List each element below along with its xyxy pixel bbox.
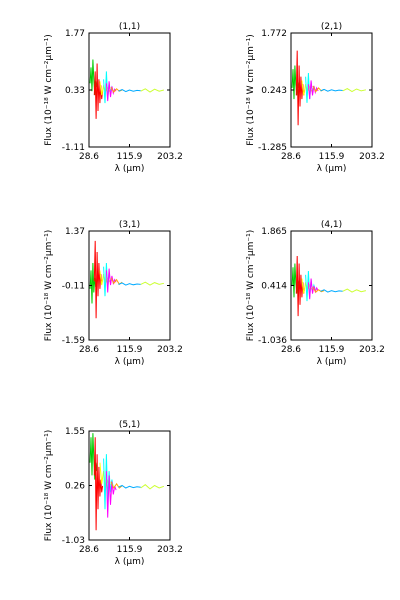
x-tick-label: 28.6 — [281, 345, 301, 355]
series-line — [140, 281, 165, 286]
x-axis-label: λ (μm) — [115, 557, 145, 567]
y-tick-label: 0.414 — [261, 282, 287, 292]
x-tick-label: 203.2 — [157, 345, 183, 355]
y-tick-label: 1.865 — [261, 227, 287, 237]
y-tick-label: 1.772 — [261, 29, 287, 39]
y-tick-label: 0.26 — [65, 482, 85, 492]
series-line — [312, 287, 325, 293]
x-axis-label: λ (μm) — [317, 357, 347, 367]
chart-title: (1,1) — [119, 22, 140, 32]
x-tick-label: 28.6 — [79, 345, 99, 355]
y-tick-label: 1.55 — [65, 427, 85, 437]
y-tick-label: 1.77 — [65, 29, 85, 39]
plot-frame — [88, 230, 171, 341]
series-line — [307, 278, 319, 300]
y-tick-label: 1.37 — [65, 227, 85, 237]
y-axis-label: Flux (10⁻¹⁸ W cm⁻²μm⁻¹) — [246, 230, 256, 342]
series-line — [118, 89, 141, 93]
series-line — [118, 484, 141, 489]
y-tick-label: -1.11 — [62, 143, 85, 153]
chart-panel: (3,1) 28.6 115.9 203.2 -1.59 -0.11 1.37 λ (μm) F… — [44, 220, 183, 367]
x-axis-label: λ (μm) — [115, 357, 145, 367]
chart-title: (4,1) — [321, 220, 342, 230]
chart-title: (2,1) — [321, 22, 342, 32]
x-tick-label: 28.6 — [281, 152, 301, 162]
y-tick-label: -0.11 — [62, 282, 85, 292]
series-line — [307, 80, 319, 100]
series-line — [320, 289, 343, 293]
x-tick-label: 203.2 — [359, 152, 385, 162]
chart-panel: (4,1) 28.6 115.9 203.2 -1.036 0.414 1.865 λ (μm… — [246, 220, 385, 367]
y-axis-label: Flux (10⁻¹⁸ W cm⁻²μm⁻¹) — [246, 34, 256, 146]
x-tick-label: 28.6 — [79, 152, 99, 162]
y-axis-label: Flux (10⁻¹⁸ W cm⁻²μm⁻¹) — [44, 430, 54, 542]
y-tick-label: -1.59 — [62, 336, 86, 346]
x-axis-label: λ (μm) — [317, 164, 347, 174]
series-line — [140, 484, 165, 490]
x-tick-label: 115.9 — [117, 152, 143, 162]
y-tick-label: 0.33 — [65, 86, 85, 96]
series-line — [110, 481, 123, 490]
y-tick-label: -1.03 — [62, 536, 85, 546]
series-line — [320, 88, 343, 92]
x-tick-label: 115.9 — [319, 152, 345, 162]
x-axis-label: λ (μm) — [115, 164, 145, 174]
x-tick-label: 203.2 — [359, 345, 385, 355]
chart-title: (5,1) — [119, 420, 140, 430]
series-line — [93, 437, 104, 531]
x-tick-label: 203.2 — [157, 545, 183, 555]
y-tick-label: -1.036 — [258, 336, 287, 346]
series-line — [118, 282, 141, 286]
x-tick-label: 28.6 — [79, 545, 99, 555]
x-tick-label: 203.2 — [157, 152, 183, 162]
chart-title: (3,1) — [119, 220, 140, 230]
y-axis-label: Flux (10⁻¹⁸ W cm⁻²μm⁻¹) — [44, 34, 54, 146]
series-line — [105, 81, 117, 102]
x-tick-label: 115.9 — [117, 345, 143, 355]
chart-panel: (2,1) 28.6 115.9 203.2 -1.285 0.243 1.772 λ (μm… — [246, 22, 385, 174]
y-tick-label: 0.243 — [261, 86, 287, 96]
x-tick-label: 115.9 — [319, 345, 345, 355]
series-line — [140, 88, 165, 93]
x-tick-label: 115.9 — [117, 545, 143, 555]
series-line — [295, 255, 306, 317]
series-line — [342, 88, 367, 93]
series-line — [295, 50, 306, 126]
y-axis-label: Flux (10⁻¹⁸ W cm⁻²μm⁻¹) — [44, 230, 54, 342]
series-line — [342, 288, 367, 293]
y-tick-label: -1.285 — [258, 143, 287, 153]
chart-panel: (1,1) 28.6 115.9 203.2 -1.11 0.33 1.77 λ (μm) Fl… — [44, 22, 183, 174]
chart-panel: (5,1) 28.6 115.9 203.2 -1.03 0.26 1.55 λ (μm) Fl… — [44, 420, 183, 567]
series-line — [105, 268, 117, 293]
